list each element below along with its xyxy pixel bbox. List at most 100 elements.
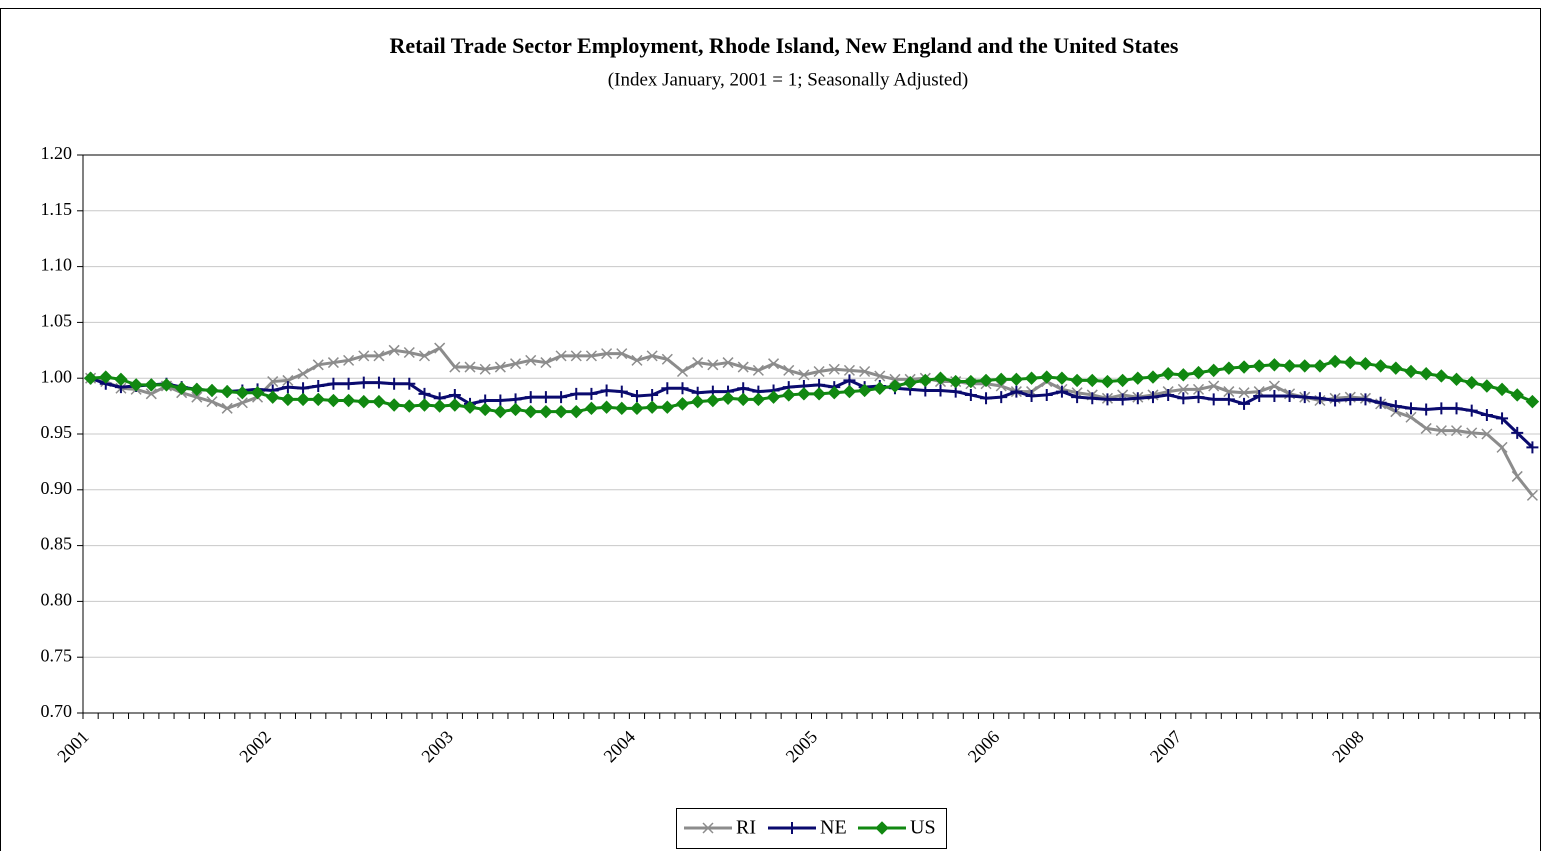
point-marker: [83, 371, 98, 385]
point-marker: [676, 382, 689, 395]
point-marker: [570, 350, 582, 362]
point-marker: [782, 388, 796, 402]
point-marker: [676, 365, 689, 378]
point-marker: [660, 400, 675, 414]
point-marker: [766, 390, 781, 404]
point-marker: [1313, 392, 1326, 405]
point-marker: [1146, 391, 1159, 404]
point-marker: [493, 404, 508, 419]
y-tick-label: 1.20: [41, 143, 73, 163]
point-marker: [736, 392, 750, 407]
point-marker: [1267, 358, 1282, 372]
point-marker: [221, 402, 233, 414]
point-marker: [1131, 392, 1144, 405]
point-marker: [1496, 441, 1508, 453]
y-tick-label: 0.90: [41, 478, 73, 498]
point-marker: [191, 391, 203, 403]
point-marker: [129, 378, 143, 392]
point-marker: [266, 390, 280, 404]
point-marker: [994, 372, 1008, 387]
point-marker: [464, 361, 476, 373]
point-marker: [646, 388, 659, 401]
point-marker: [615, 401, 629, 416]
point-marker: [312, 380, 325, 393]
point-marker: [616, 348, 628, 360]
chart-subtitle: (Index January, 2001 = 1; Seasonally Adj…: [608, 69, 968, 90]
point-marker: [1358, 356, 1373, 371]
point-marker: [434, 342, 446, 354]
point-marker: [1040, 388, 1053, 401]
point-marker: [341, 393, 356, 408]
point-marker: [1404, 402, 1417, 415]
point-marker: [874, 370, 886, 382]
legend-label: RI: [736, 817, 756, 839]
point-marker: [1420, 422, 1432, 434]
point-marker: [357, 376, 370, 389]
point-marker: [1328, 354, 1342, 369]
point-marker: [1237, 360, 1251, 374]
point-marker: [1282, 359, 1297, 373]
point-marker: [980, 392, 993, 405]
point-marker: [358, 350, 370, 362]
point-marker: [585, 350, 597, 362]
y-tick-label: 0.85: [41, 534, 73, 554]
point-marker: [555, 391, 568, 404]
point-marker: [737, 361, 749, 373]
point-marker: [1298, 359, 1312, 373]
point-marker: [494, 394, 507, 407]
point-marker: [388, 377, 401, 390]
point-marker: [174, 381, 189, 395]
point-marker: [842, 384, 857, 399]
point-marker: [372, 376, 385, 389]
point-marker: [1525, 394, 1540, 409]
point-marker: [479, 363, 491, 375]
point-marker: [1238, 387, 1250, 399]
series-line: [90, 346, 1534, 497]
point-marker: [569, 404, 583, 419]
point-marker: [1162, 388, 1175, 401]
point-marker: [1434, 369, 1449, 383]
point-marker: [220, 384, 234, 399]
y-tick-label: 0.80: [41, 590, 73, 610]
point-marker: [343, 354, 355, 366]
y-tick-label: 0.95: [41, 422, 73, 442]
point-marker: [1055, 371, 1069, 385]
point-marker: [508, 402, 523, 417]
point-marker: [888, 379, 902, 393]
point-marker: [463, 400, 477, 414]
point-marker: [1496, 412, 1509, 425]
point-marker: [706, 393, 720, 408]
point-marker: [798, 369, 810, 381]
point-marker: [282, 374, 294, 386]
point-marker: [281, 392, 295, 407]
point-marker: [1435, 425, 1447, 437]
point-marker: [1464, 375, 1479, 390]
point-marker: [1511, 470, 1523, 482]
legend-marker: [875, 821, 889, 835]
point-marker: [1253, 390, 1266, 403]
point-marker: [1389, 400, 1402, 413]
point-marker: [297, 382, 310, 395]
point-marker: [114, 372, 128, 387]
point-marker: [159, 378, 174, 392]
point-marker: [1085, 373, 1099, 388]
legend-label: NE: [820, 817, 847, 839]
point-marker: [1071, 391, 1084, 404]
point-marker: [296, 392, 310, 407]
point-marker: [432, 399, 447, 413]
point-marker: [1192, 383, 1205, 395]
point-marker: [387, 398, 401, 412]
legend-marker: [702, 822, 714, 834]
point-marker: [692, 357, 704, 369]
point-marker: [297, 368, 309, 380]
point-marker: [540, 357, 552, 369]
point-marker: [1222, 361, 1236, 375]
point-marker: [1343, 355, 1357, 370]
point-marker: [402, 399, 417, 413]
legend-label: US: [910, 817, 936, 839]
point-marker: [1465, 404, 1478, 417]
point-marker: [1100, 374, 1115, 389]
point-marker: [1055, 385, 1068, 398]
point-marker: [721, 391, 735, 405]
point-marker: [964, 374, 978, 389]
